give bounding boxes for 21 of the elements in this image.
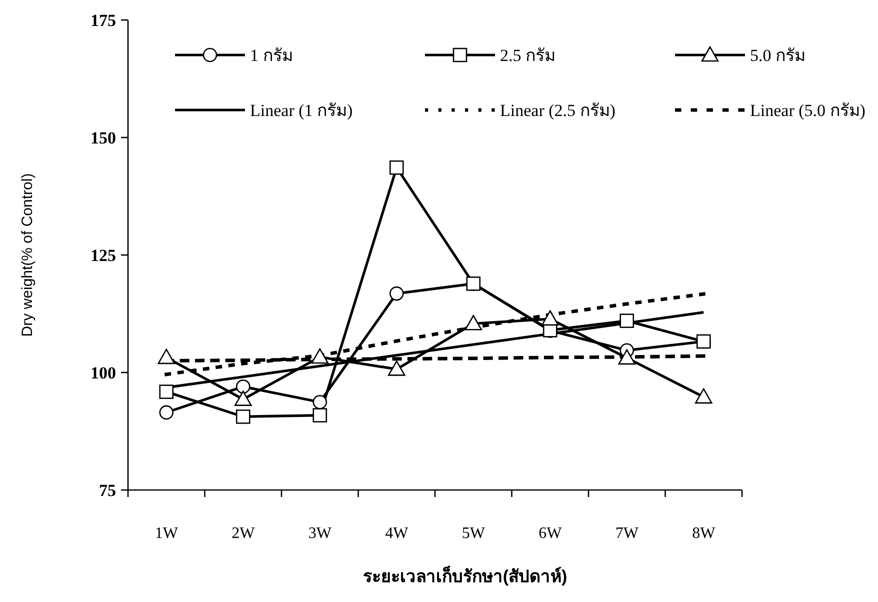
legend-label: 5.0 กรัม — [750, 46, 806, 65]
x-tick-label: 6W — [538, 525, 563, 542]
x-tick-label: 1W — [154, 525, 179, 542]
y-tick-label: 175 — [90, 11, 116, 30]
legend-label: Linear (5.0 กรัม) — [750, 101, 866, 120]
y-tick-label: 150 — [90, 128, 116, 148]
x-tick-label: 8W — [692, 525, 716, 542]
legend-label: 1 กรัม — [250, 46, 293, 65]
y-tick-label: 100 — [90, 364, 116, 382]
legend-label: Linear (2.5 กรัม) — [500, 101, 616, 120]
x-tick-label: 4W — [385, 525, 410, 542]
legend-label: 2.5 กรัม — [500, 46, 556, 65]
y-tick-label: 125 — [90, 246, 116, 265]
y-tick-label: 75 — [99, 481, 116, 500]
x-tick-label: 3W — [308, 525, 332, 542]
x-tick-label: 7W — [615, 525, 640, 542]
y-axis-title: Dry weight(% of Control) — [19, 173, 36, 337]
x-tick-label: 5W — [462, 525, 486, 542]
legend-label: Linear (1 กรัม) — [250, 101, 353, 120]
x-axis-title: ระยะเวลาเก็บรักษา(สัปดาห์) — [362, 564, 568, 586]
x-tick-label: 2W — [232, 525, 256, 542]
